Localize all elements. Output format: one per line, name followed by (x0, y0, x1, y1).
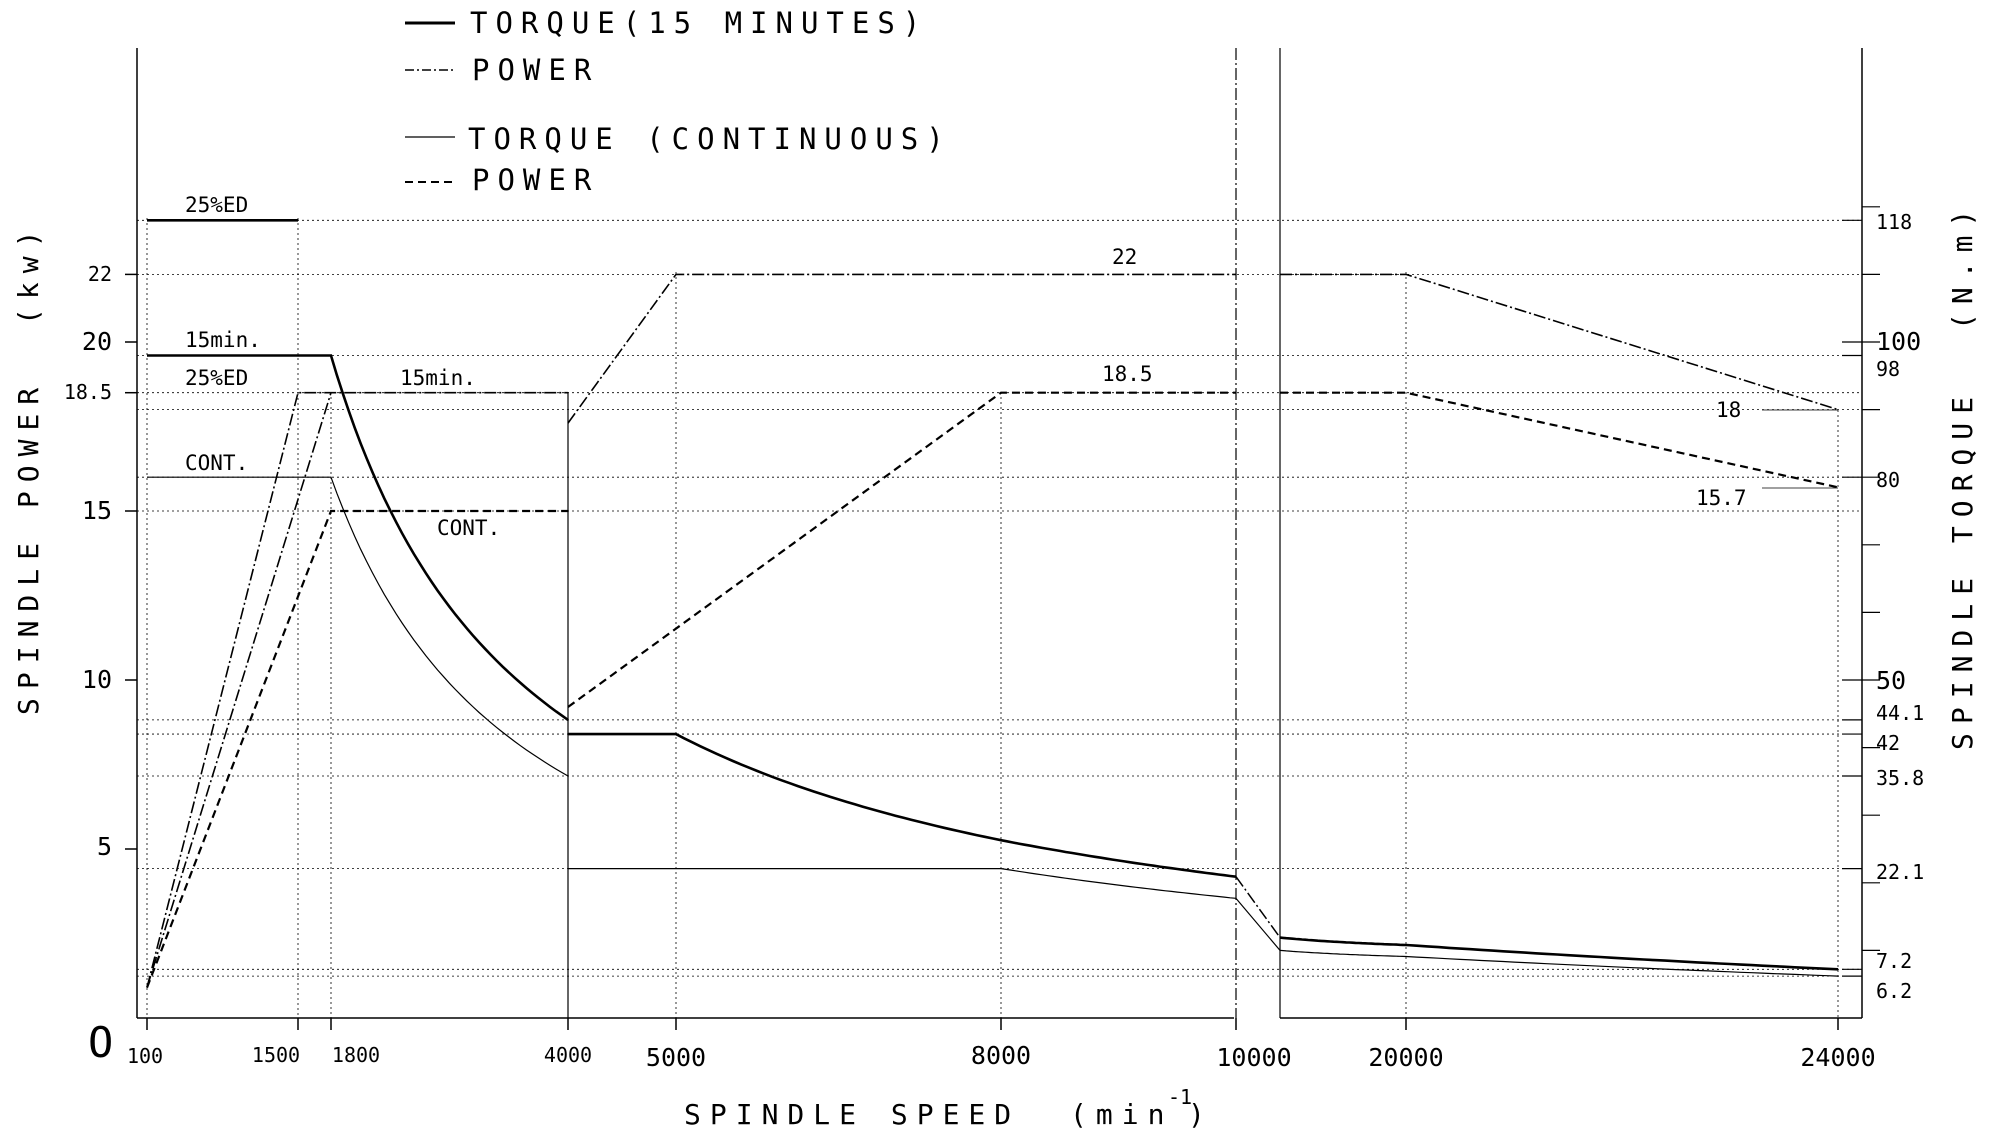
series-line-0 (568, 732, 1237, 878)
x-axis-title: SPINDLE SPEED (684, 1098, 1020, 1130)
y-left-tick-label: 20 (82, 327, 112, 356)
y-right-tick-label: 7.2 (1876, 949, 1912, 973)
y-right-tick-label: 6.2 (1876, 979, 1912, 1003)
y-left-tick-label: 5 (97, 832, 112, 861)
series-line-3 (145, 509, 568, 988)
x-axis-unit: (min (1070, 1098, 1173, 1130)
series-line-3 (1280, 391, 1839, 489)
x-tick-label: 5000 (646, 1043, 706, 1072)
grid-lines (137, 218, 1862, 1018)
series-line-2 (1279, 949, 1839, 977)
x-tick-label: 8000 (971, 1041, 1031, 1070)
x-tick-label: 1500 (252, 1043, 300, 1067)
annotation-power-18: 18 (1716, 398, 1741, 422)
x-tick-label: 4000 (544, 1043, 592, 1067)
y-right-tick-label: 50 (1876, 666, 1906, 695)
legend-torque-cont: TORQUE (CONTINUOUS) (468, 122, 952, 156)
annotation-15min-mid: 15min. (400, 366, 476, 390)
chart-labels: 100 1500 1800 4000 5000 8000 10000 20000 24000 5 1… (64, 210, 1924, 1072)
x-axis-unit-close: ) (1188, 1098, 1214, 1130)
series-line-0 (147, 354, 569, 721)
annotation-15min-left: 15min. (185, 328, 261, 352)
y-right-tick-label: 100 (1876, 327, 1921, 356)
annotation-power-18-5: 18.5 (1102, 362, 1153, 386)
legend-power-15: POWER (472, 53, 599, 87)
origin-label: O (88, 1018, 113, 1067)
legend-torque-15: TORQUE(15 MINUTES) (470, 6, 928, 40)
x-tick-label: 1800 (332, 1043, 380, 1067)
x-axis-unit-sup: -1 (1168, 1085, 1192, 1109)
y-left-tick-label: 22 (88, 262, 112, 286)
y-right-tick-label: 80 (1876, 468, 1900, 492)
y-right-unit: (N.m) (1946, 201, 1979, 330)
series-line-1 (567, 273, 1236, 424)
axes (125, 48, 1880, 1030)
y-left-title: SPINDLE POWER (12, 379, 45, 715)
annotation-power-22: 22 (1112, 245, 1137, 269)
y-left-tick-label: 18.5 (64, 380, 112, 404)
series-line-1 (1280, 273, 1839, 411)
y-left-tick-label: 15 (82, 496, 112, 525)
y-right-tick-label: 35.8 (1876, 766, 1924, 790)
annotation-power-15-7: 15.7 (1696, 486, 1747, 510)
break-connector-torque-cont (1235, 897, 1281, 951)
annotation-cont-mid: CONT. (437, 516, 500, 540)
x-tick-label: 10000 (1216, 1043, 1291, 1072)
series-line-3 (567, 391, 1236, 708)
series-line-1 (146, 391, 568, 988)
series-line-1 (146, 392, 332, 988)
legend: TORQUE(15 MINUTES) POWER TORQUE (CONTINU… (405, 6, 952, 197)
y-right-tick-label: 44.1 (1876, 701, 1924, 725)
y-left-unit: (kw) (12, 222, 45, 325)
x-tick-label: 24000 (1800, 1043, 1875, 1072)
x-tick-label: 100 (127, 1044, 163, 1068)
y-left-tick-label: 10 (82, 665, 112, 694)
annotation-25ed-top: 25%ED (185, 193, 248, 217)
break-connector-torque-15 (1235, 876, 1281, 938)
x-tick-label: 20000 (1368, 1043, 1443, 1072)
y-right-tick-label: 98 (1876, 357, 1900, 381)
y-right-tick-label: 42 (1876, 731, 1900, 755)
y-right-tick-label: 22.1 (1876, 860, 1924, 884)
y-right-tick-label: 118 (1876, 210, 1912, 234)
series-line-2 (147, 476, 569, 777)
series-line-2 (568, 867, 1237, 899)
series-line-0 (1279, 936, 1839, 971)
annotation-25ed-mid: 25%ED (185, 366, 248, 390)
legend-power-cont: POWER (472, 163, 599, 197)
series-lines (145, 219, 1839, 1018)
annotation-cont-left: CONT. (185, 451, 248, 475)
y-right-title: SPINDLE TORQUE (1946, 388, 1979, 750)
